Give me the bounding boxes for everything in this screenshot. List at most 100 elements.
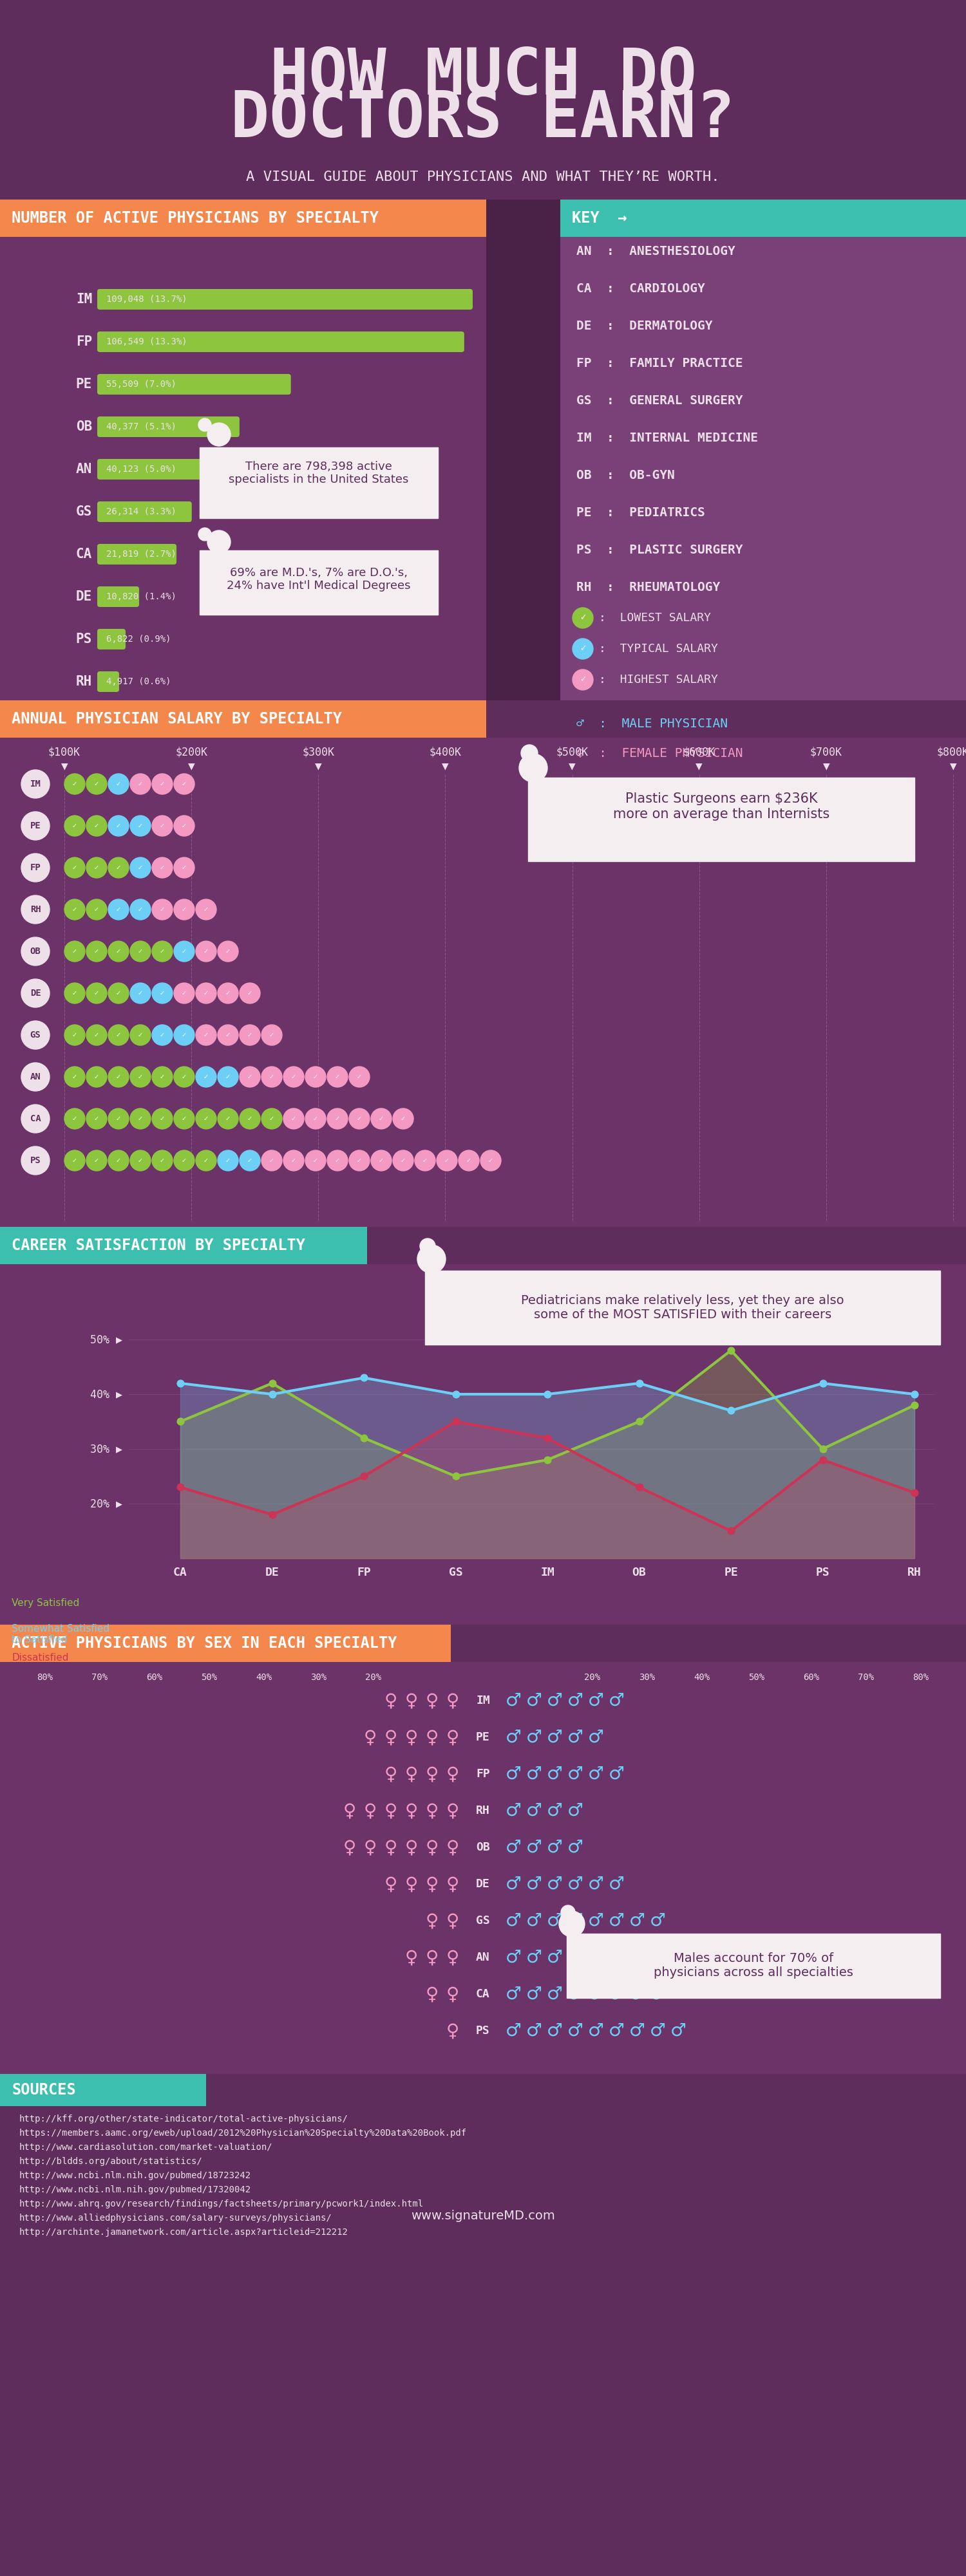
Text: ✓: ✓ xyxy=(94,1157,99,1164)
Text: ♀: ♀ xyxy=(446,1839,459,1857)
Ellipse shape xyxy=(108,773,128,793)
Text: IM: IM xyxy=(540,1566,554,1579)
Circle shape xyxy=(21,938,49,966)
Ellipse shape xyxy=(174,899,194,920)
Text: ✓: ✓ xyxy=(225,948,231,956)
Ellipse shape xyxy=(240,1066,260,1087)
Text: ♀: ♀ xyxy=(446,1801,459,1819)
Text: ✓: ✓ xyxy=(138,1157,143,1164)
Text: 20%: 20% xyxy=(365,1672,382,1682)
Point xyxy=(356,1455,372,1497)
Text: ✓: ✓ xyxy=(72,1033,77,1038)
Text: $500K: $500K xyxy=(556,747,588,757)
Text: ✓: ✓ xyxy=(138,989,143,997)
Text: ✓: ✓ xyxy=(270,1033,274,1038)
Circle shape xyxy=(521,744,538,762)
Text: FP: FP xyxy=(75,335,92,348)
Text: CA  :  CARDIOLOGY: CA : CARDIOLOGY xyxy=(577,283,705,294)
Text: ✓: ✓ xyxy=(401,1115,406,1123)
Ellipse shape xyxy=(65,940,85,961)
Text: :  HIGHEST SALARY: : HIGHEST SALARY xyxy=(599,675,718,685)
Text: Dissatisfied: Dissatisfied xyxy=(12,1654,69,1664)
Ellipse shape xyxy=(174,858,194,878)
Text: 30%: 30% xyxy=(311,1672,327,1682)
Ellipse shape xyxy=(262,1066,282,1087)
Ellipse shape xyxy=(86,773,107,793)
Point xyxy=(448,1373,464,1414)
Bar xyxy=(0,1662,966,2074)
Text: ♂: ♂ xyxy=(587,1692,604,1710)
Ellipse shape xyxy=(86,984,107,1005)
Point xyxy=(815,1363,831,1404)
Text: ♂: ♂ xyxy=(526,1765,542,1783)
Text: 10,820 (1.4%): 10,820 (1.4%) xyxy=(106,592,177,600)
Text: http://www.cardiasolution.com/market-valuation/: http://www.cardiasolution.com/market-val… xyxy=(19,2143,272,2151)
Text: ✓: ✓ xyxy=(379,1157,384,1164)
Text: Pediatricians make relatively less, yet they are also
some of the MOST SATISFIED: Pediatricians make relatively less, yet … xyxy=(521,1293,844,1321)
Text: PS: PS xyxy=(476,2025,490,2038)
Text: ♂: ♂ xyxy=(649,2022,666,2040)
Text: ✓: ✓ xyxy=(72,989,77,997)
Text: ✓: ✓ xyxy=(94,948,99,956)
Text: 50%: 50% xyxy=(749,1672,765,1682)
Text: DE: DE xyxy=(75,590,92,603)
Text: ✓: ✓ xyxy=(270,1157,274,1164)
Text: ✓: ✓ xyxy=(94,822,99,829)
Text: GS: GS xyxy=(476,1914,490,1927)
Text: ✓: ✓ xyxy=(159,822,165,829)
Text: ✓: ✓ xyxy=(204,948,209,956)
Ellipse shape xyxy=(108,1151,128,1172)
Text: RH: RH xyxy=(30,904,41,914)
Text: 20% ▶: 20% ▶ xyxy=(90,1497,123,1510)
Text: ♂: ♂ xyxy=(526,2022,542,2040)
Ellipse shape xyxy=(152,940,173,961)
Ellipse shape xyxy=(130,984,151,1005)
Text: OB: OB xyxy=(75,420,92,433)
Text: ✓: ✓ xyxy=(291,1074,297,1079)
Ellipse shape xyxy=(108,984,128,1005)
Ellipse shape xyxy=(152,1151,173,1172)
Text: ✓: ✓ xyxy=(356,1157,362,1164)
Text: ♂: ♂ xyxy=(505,2022,522,2040)
Text: ♂: ♂ xyxy=(547,1947,562,1965)
Text: DOCTORS EARN?: DOCTORS EARN? xyxy=(231,88,735,149)
Text: 50% ▶: 50% ▶ xyxy=(90,1334,123,1345)
Text: www.signatureMD.com: www.signatureMD.com xyxy=(411,2210,555,2221)
Bar xyxy=(567,1935,940,1999)
Text: $400K: $400K xyxy=(429,747,462,757)
Text: ✓: ✓ xyxy=(72,1157,77,1164)
Text: ✓: ✓ xyxy=(94,907,99,912)
Text: 21,819 (2.7%): 21,819 (2.7%) xyxy=(106,549,177,559)
Text: ✓: ✓ xyxy=(379,1115,384,1123)
Text: ▼: ▼ xyxy=(441,762,448,770)
Ellipse shape xyxy=(371,1108,391,1128)
Text: ♂: ♂ xyxy=(547,1839,562,1857)
Ellipse shape xyxy=(393,1151,413,1172)
Ellipse shape xyxy=(196,1151,216,1172)
Text: ♂: ♂ xyxy=(567,1986,583,2004)
Ellipse shape xyxy=(174,1025,194,1046)
Text: ✓: ✓ xyxy=(225,1074,231,1079)
Point xyxy=(173,1401,188,1443)
Text: ✓: ✓ xyxy=(182,866,186,871)
Text: ♀: ♀ xyxy=(343,1839,356,1857)
Text: 80%: 80% xyxy=(37,1672,53,1682)
Text: $600K: $600K xyxy=(683,747,715,757)
Text: 50%: 50% xyxy=(201,1672,217,1682)
Text: ✓: ✓ xyxy=(159,1074,165,1079)
Text: http://www.alliedphysicians.com/salary-surveys/physicians/: http://www.alliedphysicians.com/salary-s… xyxy=(19,2213,332,2223)
Ellipse shape xyxy=(174,817,194,837)
Bar xyxy=(0,2074,206,2107)
Ellipse shape xyxy=(196,1025,216,1046)
Text: ✓: ✓ xyxy=(182,989,186,997)
Ellipse shape xyxy=(86,899,107,920)
Text: RH: RH xyxy=(907,1566,922,1579)
Ellipse shape xyxy=(108,1108,128,1128)
FancyArrowPatch shape xyxy=(227,425,250,446)
Ellipse shape xyxy=(240,1151,260,1172)
Ellipse shape xyxy=(130,773,151,793)
Text: ♀: ♀ xyxy=(446,1986,459,2004)
Ellipse shape xyxy=(217,940,239,961)
Text: ✓: ✓ xyxy=(247,1115,252,1123)
Text: ✓: ✓ xyxy=(225,989,231,997)
